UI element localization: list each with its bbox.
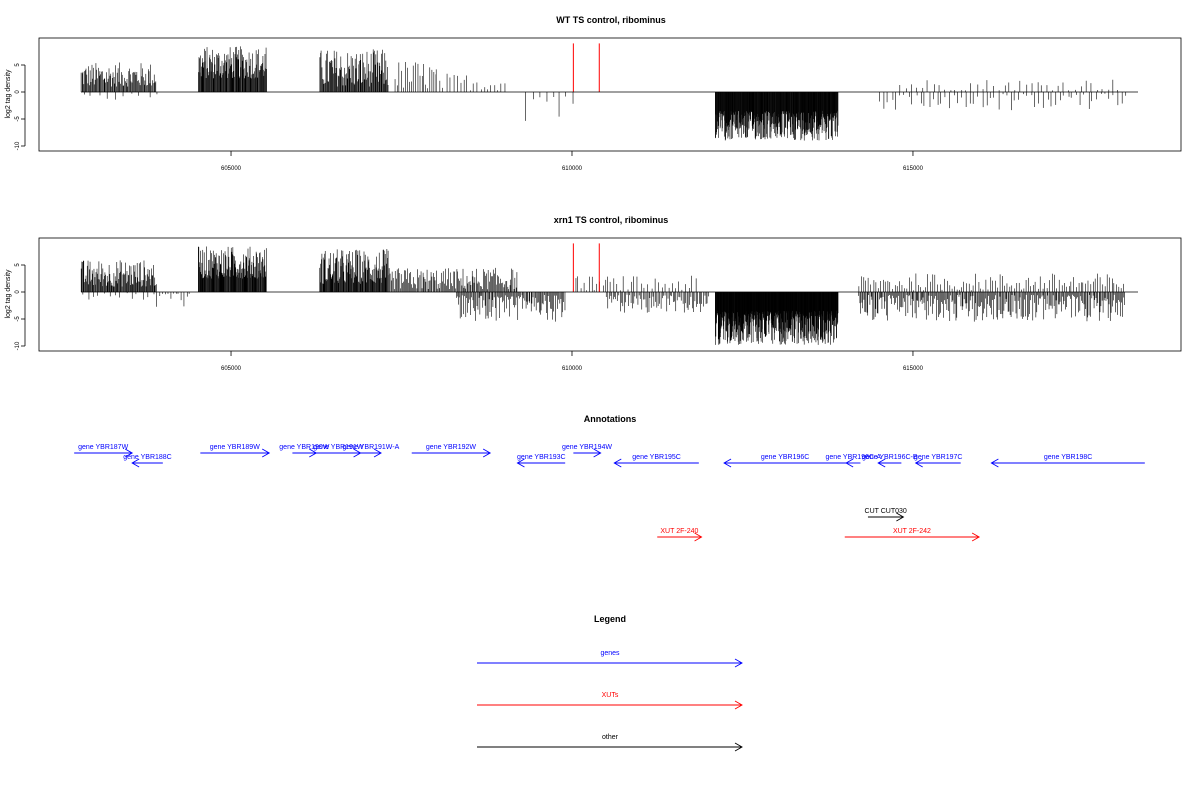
xrn1-x-axis: 605000 610000 615000 — [221, 351, 924, 372]
xrn1-y-tick-label: -5 — [15, 316, 21, 322]
xrn1-plus-strand-coverage — [80, 246, 1124, 292]
annotation-feature-label: CUT CUT030 — [865, 508, 907, 515]
annotation-feature-label: gene YBR194W — [562, 444, 612, 451]
legend-item-label: XUTs — [602, 692, 619, 699]
wt-y-tick-label: 0 — [15, 90, 21, 94]
xrn1-y-tick-label: -10 — [15, 341, 21, 350]
annotation-arrow-head — [914, 458, 923, 468]
annotation-arrow-head — [124, 448, 134, 458]
annotation-features: gene YBR187W gene YBR188C gene YBR189W gene… — [74, 444, 1145, 542]
annotation-feature: gene YBR187W — [74, 444, 134, 458]
xrn1-y-axis: -10 -5 0 5 — [15, 263, 26, 350]
annotation-feature-label: XUT 2F-240 — [660, 528, 698, 535]
legend-item-label: other — [602, 734, 619, 741]
annotation-arrow-head — [845, 458, 854, 468]
annotation-arrow-head — [482, 448, 492, 458]
annotation-feature: gene YBR196C-B — [862, 454, 918, 468]
legend-item: XUTs — [477, 692, 743, 710]
annotation-feature-label: gene YBR188C — [123, 454, 172, 461]
xrn1-panel-title: xrn1 TS control, ribominus — [554, 215, 669, 225]
annotation-feature: XUT 2F-242 — [844, 528, 981, 542]
annotation-feature-label: XUT 2F-242 — [893, 528, 931, 535]
legend-item-arrow-head — [734, 700, 743, 710]
annotation-arrow-head — [877, 458, 886, 468]
wt-x-axis: 605000 610000 615000 — [221, 151, 924, 172]
annotation-arrow-head — [990, 458, 999, 468]
annotation-arrow-head — [971, 532, 981, 542]
annotation-feature: gene YBR198C — [990, 454, 1145, 468]
annotation-feature-label: gene YBR191W-A — [342, 444, 399, 451]
annotation-feature-label: gene YBR196C-A — [826, 454, 882, 461]
annotation-feature-label: gene YBR198C — [1044, 454, 1093, 461]
wt-panel-title: WT TS control, ribominus — [556, 15, 666, 25]
annotation-feature: gene YBR193C — [516, 454, 566, 468]
annotation-arrow-head — [613, 458, 622, 468]
annotation-feature-label: gene YBR196C-B — [862, 454, 918, 461]
annotation-feature: gene YBR191W-A — [342, 444, 400, 458]
annotation-feature: gene YBR196C — [723, 454, 847, 468]
wt-x-tick-label: 605000 — [221, 166, 242, 172]
xrn1-coverage-panel: xrn1 TS control, ribominus -10 -5 0 5 60500… — [5, 215, 1182, 372]
annotation-feature: gene YBR197C — [914, 454, 963, 468]
legend-item-arrow-head — [734, 742, 743, 752]
xrn1-y-tick-label: 0 — [15, 290, 21, 294]
annotation-arrow-head — [131, 458, 140, 468]
xrn1-highlight-peaks — [572, 243, 600, 292]
annotation-feature-label: gene YBR189W — [210, 444, 260, 451]
xrn1-y-tick-label: 5 — [15, 263, 21, 267]
annotation-feature-label: gene YBR195C — [632, 454, 681, 461]
annotation-feature: gene YBR189W — [200, 444, 271, 458]
wt-highlight-peaks — [572, 43, 600, 92]
annotation-feature-label: gene YBR192W — [426, 444, 476, 451]
wt-coverage-panel: WT TS control, ribominus -10-505 605000 6… — [5, 15, 1182, 172]
legend: Legend genes XUTs other — [477, 614, 743, 752]
annotation-feature: gene YBR196C-A — [826, 454, 882, 468]
wt-x-tick-label: 610000 — [562, 166, 583, 172]
annotation-feature-label: gene YBR191W — [313, 444, 363, 451]
wt-plus-strand-coverage — [80, 46, 1118, 92]
annotation-arrow-head — [261, 448, 271, 458]
wt-minus-strand-coverage — [84, 92, 1127, 141]
annotation-feature: XUT 2F-240 — [657, 528, 703, 542]
annotation-feature-label: gene YBR197C — [914, 454, 963, 461]
legend-title: Legend — [594, 614, 626, 624]
annotation-arrow-head — [896, 512, 905, 522]
annotation-arrow-head — [516, 458, 525, 468]
annotation-feature-label: gene YBR190W — [279, 444, 329, 451]
annotation-arrow-head — [694, 532, 703, 542]
annotation-arrow-head — [373, 448, 382, 458]
annotation-feature: gene YBR194W — [562, 444, 612, 458]
wt-y-tick-label: -5 — [15, 116, 21, 122]
legend-items: genes XUTs other — [477, 650, 743, 752]
annotation-arrow-head — [723, 458, 732, 468]
xrn1-minus-strand-coverage — [82, 292, 1125, 345]
annotation-feature-label: gene YBR196C — [761, 454, 810, 461]
legend-item: genes — [477, 650, 743, 668]
wt-y-axis: -10 -5 0 5 — [15, 63, 26, 150]
wt-x-tick-label: 615000 — [903, 166, 924, 172]
xrn1-x-tick-label: 605000 — [221, 366, 242, 372]
annotation-feature: gene YBR195C — [613, 454, 699, 468]
wt-y-tick-label: 5 — [15, 63, 21, 67]
annotation-feature-label: gene YBR193C — [517, 454, 566, 461]
legend-item: other — [477, 734, 743, 752]
wt-y-tick-label: -10 — [15, 141, 21, 150]
xrn1-plot-frame — [38, 237, 1182, 352]
xrn1-y-axis-label: log2 tag density — [5, 269, 12, 319]
annotation-feature: gene YBR188C — [123, 454, 172, 468]
annotations-title: Annotations — [584, 414, 637, 424]
annotation-feature: CUT CUT030 — [865, 508, 907, 522]
annotation-arrow-head — [593, 448, 602, 458]
wt-y-axis-label: log2 tag density — [5, 69, 12, 119]
annotation-feature-label: gene YBR187W — [78, 444, 128, 451]
xrn1-x-tick-label: 610000 — [562, 366, 583, 372]
legend-item-arrow-head — [734, 658, 743, 668]
annotation-feature: gene YBR192W — [411, 444, 492, 458]
xrn1-x-tick-label: 615000 — [903, 366, 924, 372]
legend-item-label: genes — [600, 650, 620, 657]
wt-plot-frame — [38, 37, 1182, 152]
